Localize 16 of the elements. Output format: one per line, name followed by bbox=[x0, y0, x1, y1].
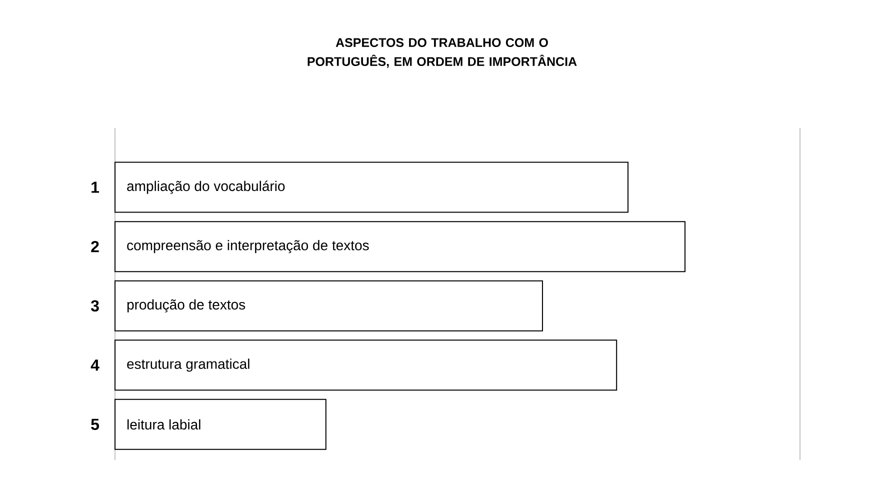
annotation: leitura labial bbox=[127, 419, 200, 430]
annotation: produção de textos bbox=[127, 299, 246, 312]
bar bbox=[114, 221, 686, 272]
y-tick-label: 1 bbox=[92, 182, 100, 193]
y-tick-label: 5 bbox=[91, 418, 100, 430]
bar bbox=[114, 398, 326, 450]
chart-title: ASPECTOS DO TRABALHO COM O PORTUGUÊS, EM ORDEM DE IMPORTÂNCIA bbox=[308, 38, 577, 68]
annotation: compreensão e interpretação de textos bbox=[127, 240, 369, 254]
y-tick-label: 4 bbox=[90, 360, 100, 371]
bar bbox=[114, 340, 618, 391]
annotation: ampliação do vocabulário bbox=[127, 180, 285, 194]
y-tick-label: 2 bbox=[91, 240, 99, 252]
bar bbox=[114, 162, 628, 213]
annotation: estrutura gramatical bbox=[127, 358, 250, 372]
y-tick-label: 3 bbox=[90, 300, 99, 312]
bar bbox=[114, 280, 543, 332]
